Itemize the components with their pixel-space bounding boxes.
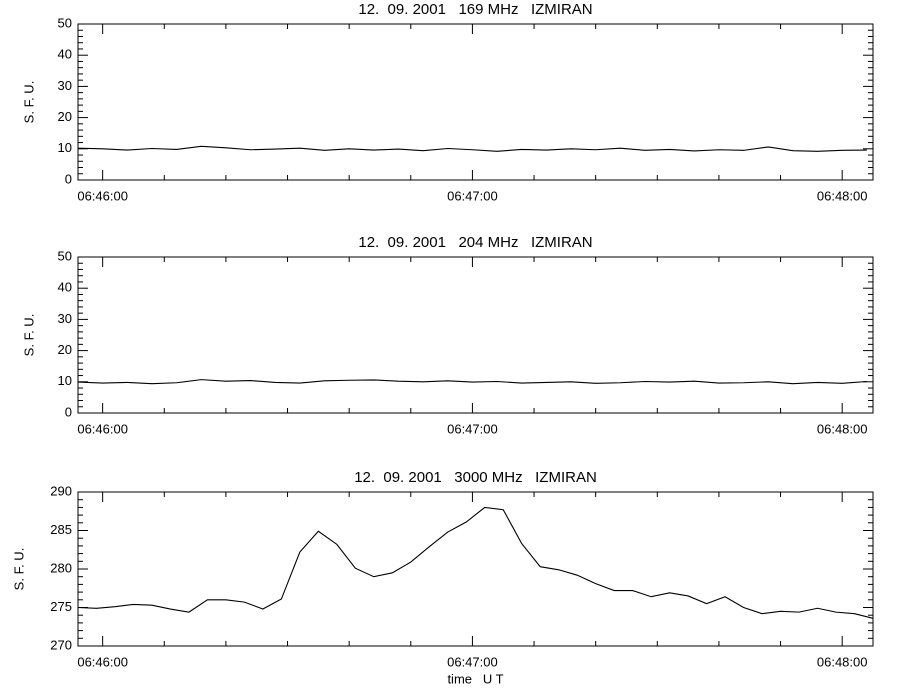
- y-tick-label: 30: [58, 311, 72, 326]
- plot-frame: [77, 23, 874, 181]
- y-tick-label: 285: [50, 522, 72, 537]
- x-tick-label: 06:46:00: [77, 654, 128, 669]
- plot-frame: [77, 256, 874, 414]
- x-tick-label: 06:47:00: [447, 188, 498, 203]
- y-tick-label: 270: [50, 637, 72, 652]
- y-tick-label: 40: [58, 280, 72, 295]
- y-axis-label: S. F. U.: [11, 548, 26, 591]
- chart-title: 12. 09. 2001 169 MHz IZMIRAN: [358, 1, 592, 18]
- signal-line: [77, 506, 874, 619]
- y-tick-label: 0: [65, 171, 72, 186]
- y-tick-label: 0: [65, 404, 72, 419]
- y-tick-label: 50: [58, 15, 72, 30]
- x-axis-label: time U T: [447, 671, 503, 686]
- x-tick-label: 06:48:00: [817, 421, 868, 436]
- y-tick-label: 30: [58, 78, 72, 93]
- y-tick-label: 280: [50, 560, 72, 575]
- y-tick-label: 20: [58, 342, 72, 357]
- x-tick-label: 06:48:00: [817, 188, 868, 203]
- x-tick-label: 06:47:00: [447, 421, 498, 436]
- y-tick-label: 50: [58, 248, 72, 263]
- y-axis-label: S. F. U.: [21, 81, 36, 124]
- y-axis-label: S. F. U.: [21, 314, 36, 357]
- chart-title: 12. 09. 2001 204 MHz IZMIRAN: [358, 234, 592, 251]
- y-tick-label: 290: [50, 483, 72, 498]
- y-tick-label: 10: [58, 140, 72, 155]
- y-tick-label: 10: [58, 373, 72, 388]
- x-tick-label: 06:46:00: [77, 421, 128, 436]
- x-tick-label: 06:46:00: [77, 188, 128, 203]
- y-tick-label: 20: [58, 109, 72, 124]
- signal-line: [77, 379, 867, 385]
- chart-title: 12. 09. 2001 3000 MHz IZMIRAN: [354, 469, 597, 486]
- x-tick-label: 06:47:00: [447, 654, 498, 669]
- y-tick-label: 275: [50, 599, 72, 614]
- y-tick-label: 40: [58, 47, 72, 62]
- signal-line: [77, 145, 867, 152]
- x-tick-label: 06:48:00: [817, 654, 868, 669]
